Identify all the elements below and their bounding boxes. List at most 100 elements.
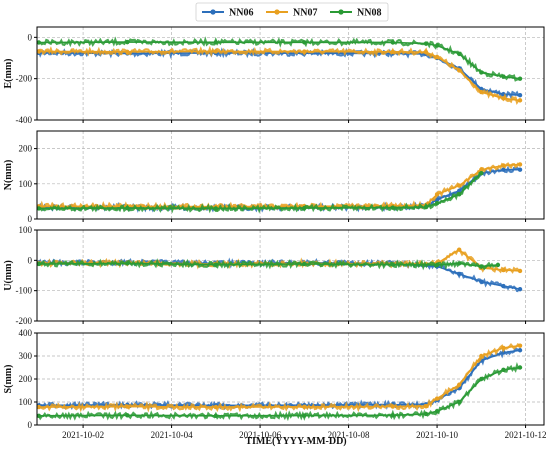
series-line — [38, 50, 521, 102]
plot-frame — [36, 229, 545, 322]
data-point — [434, 262, 440, 268]
plot-frame — [36, 26, 545, 121]
y-axis-label: S(mm) — [3, 365, 14, 394]
series-line — [38, 52, 521, 96]
y-axis-label: U(mm) — [3, 260, 14, 291]
data-point — [517, 268, 523, 274]
data-point — [517, 93, 523, 98]
series-nn07 — [36, 342, 523, 413]
series-nn07 — [36, 162, 523, 213]
panel-3: 100 0 -100 -200 U(mm) — [3, 225, 545, 326]
data-point — [390, 404, 396, 409]
x-tick-label: 2021-10-12 — [505, 430, 547, 440]
series-nn06 — [36, 47, 523, 100]
x-axis-label: TIME(YYYY-MM-DD) — [245, 436, 346, 447]
series-noise-band — [37, 47, 520, 100]
data-point — [479, 279, 484, 284]
data-point — [302, 49, 307, 54]
data-point — [390, 40, 396, 45]
data-point — [517, 343, 523, 348]
data-point — [302, 205, 307, 211]
y-tick-label: 0 — [28, 255, 33, 265]
series-line — [38, 41, 521, 80]
y-tick-label: 200 — [19, 374, 33, 384]
data-point — [125, 261, 130, 266]
y-tick-label: -400 — [16, 115, 33, 125]
data-point — [213, 40, 219, 45]
plot-frame — [36, 130, 545, 220]
data-point — [517, 76, 523, 81]
data-point — [501, 283, 506, 289]
legend-item-nn08: NN08 — [330, 8, 381, 19]
data-point — [479, 264, 484, 269]
data-point — [125, 413, 130, 418]
data-point — [36, 413, 42, 418]
data-point — [390, 262, 396, 267]
data-point — [501, 96, 506, 101]
legend-label: NN08 — [357, 8, 381, 19]
data-point — [456, 188, 462, 194]
legend-swatch-marker — [210, 9, 216, 15]
data-point — [456, 247, 462, 252]
data-point — [36, 404, 42, 410]
data-point — [36, 206, 42, 211]
x-tick-label: 2021-10-06 — [239, 430, 281, 440]
chart-legend: NN06 NN07 NN08 — [195, 2, 389, 22]
series-nn08 — [36, 36, 523, 82]
data-point — [36, 49, 42, 54]
series-noise-band — [37, 347, 519, 411]
data-point — [456, 183, 462, 188]
panel-2: 0 100 200 N(mm) — [3, 130, 545, 224]
series-line — [38, 344, 521, 408]
data-point — [423, 411, 429, 417]
data-point — [36, 261, 42, 267]
data-point — [434, 409, 440, 414]
series-noise-band — [38, 162, 520, 213]
legend-swatch-marker — [274, 9, 280, 15]
data-point — [302, 261, 307, 267]
data-point — [456, 51, 462, 57]
data-point — [517, 365, 523, 370]
data-point — [302, 404, 307, 410]
data-point — [456, 261, 462, 266]
y-tick-label: 100 — [19, 225, 33, 235]
x-tick-label: 2021-10-08 — [328, 430, 370, 440]
data-point — [434, 43, 440, 48]
legend-item-nn07: NN07 — [266, 8, 317, 19]
series-noise-band — [38, 36, 519, 82]
y-tick-label: 0 — [28, 214, 33, 224]
data-point — [213, 49, 219, 54]
y-tick-label: 200 — [19, 144, 33, 154]
x-tick-label: 2021-10-04 — [151, 430, 193, 440]
series-nn08 — [36, 258, 501, 271]
data-point — [456, 399, 462, 405]
series-noise-band — [38, 342, 520, 413]
panel-1: 0 -200 -400 E(mm) — [3, 26, 545, 125]
data-point — [517, 286, 523, 292]
series-line — [38, 349, 521, 407]
data-point — [302, 40, 307, 45]
y-axis-label: E(mm) — [3, 59, 14, 89]
data-point — [479, 167, 484, 172]
data-point — [423, 41, 429, 46]
data-point — [479, 70, 484, 75]
legend-frame — [195, 2, 389, 22]
y-tick-label: 0 — [28, 32, 33, 42]
data-point — [479, 171, 484, 176]
y-tick-label: -100 — [16, 286, 33, 296]
data-point — [456, 192, 462, 197]
data-point — [302, 413, 307, 418]
y-tick-label: -200 — [16, 74, 33, 84]
y-tick-label: 400 — [19, 328, 33, 338]
data-point — [213, 262, 219, 267]
data-point — [434, 54, 440, 60]
data-point — [213, 206, 219, 211]
y-tick-label: 100 — [19, 397, 33, 407]
data-point — [479, 89, 484, 95]
data-point — [517, 348, 523, 353]
data-point — [501, 74, 506, 79]
data-point — [479, 353, 484, 359]
data-point — [125, 49, 130, 54]
